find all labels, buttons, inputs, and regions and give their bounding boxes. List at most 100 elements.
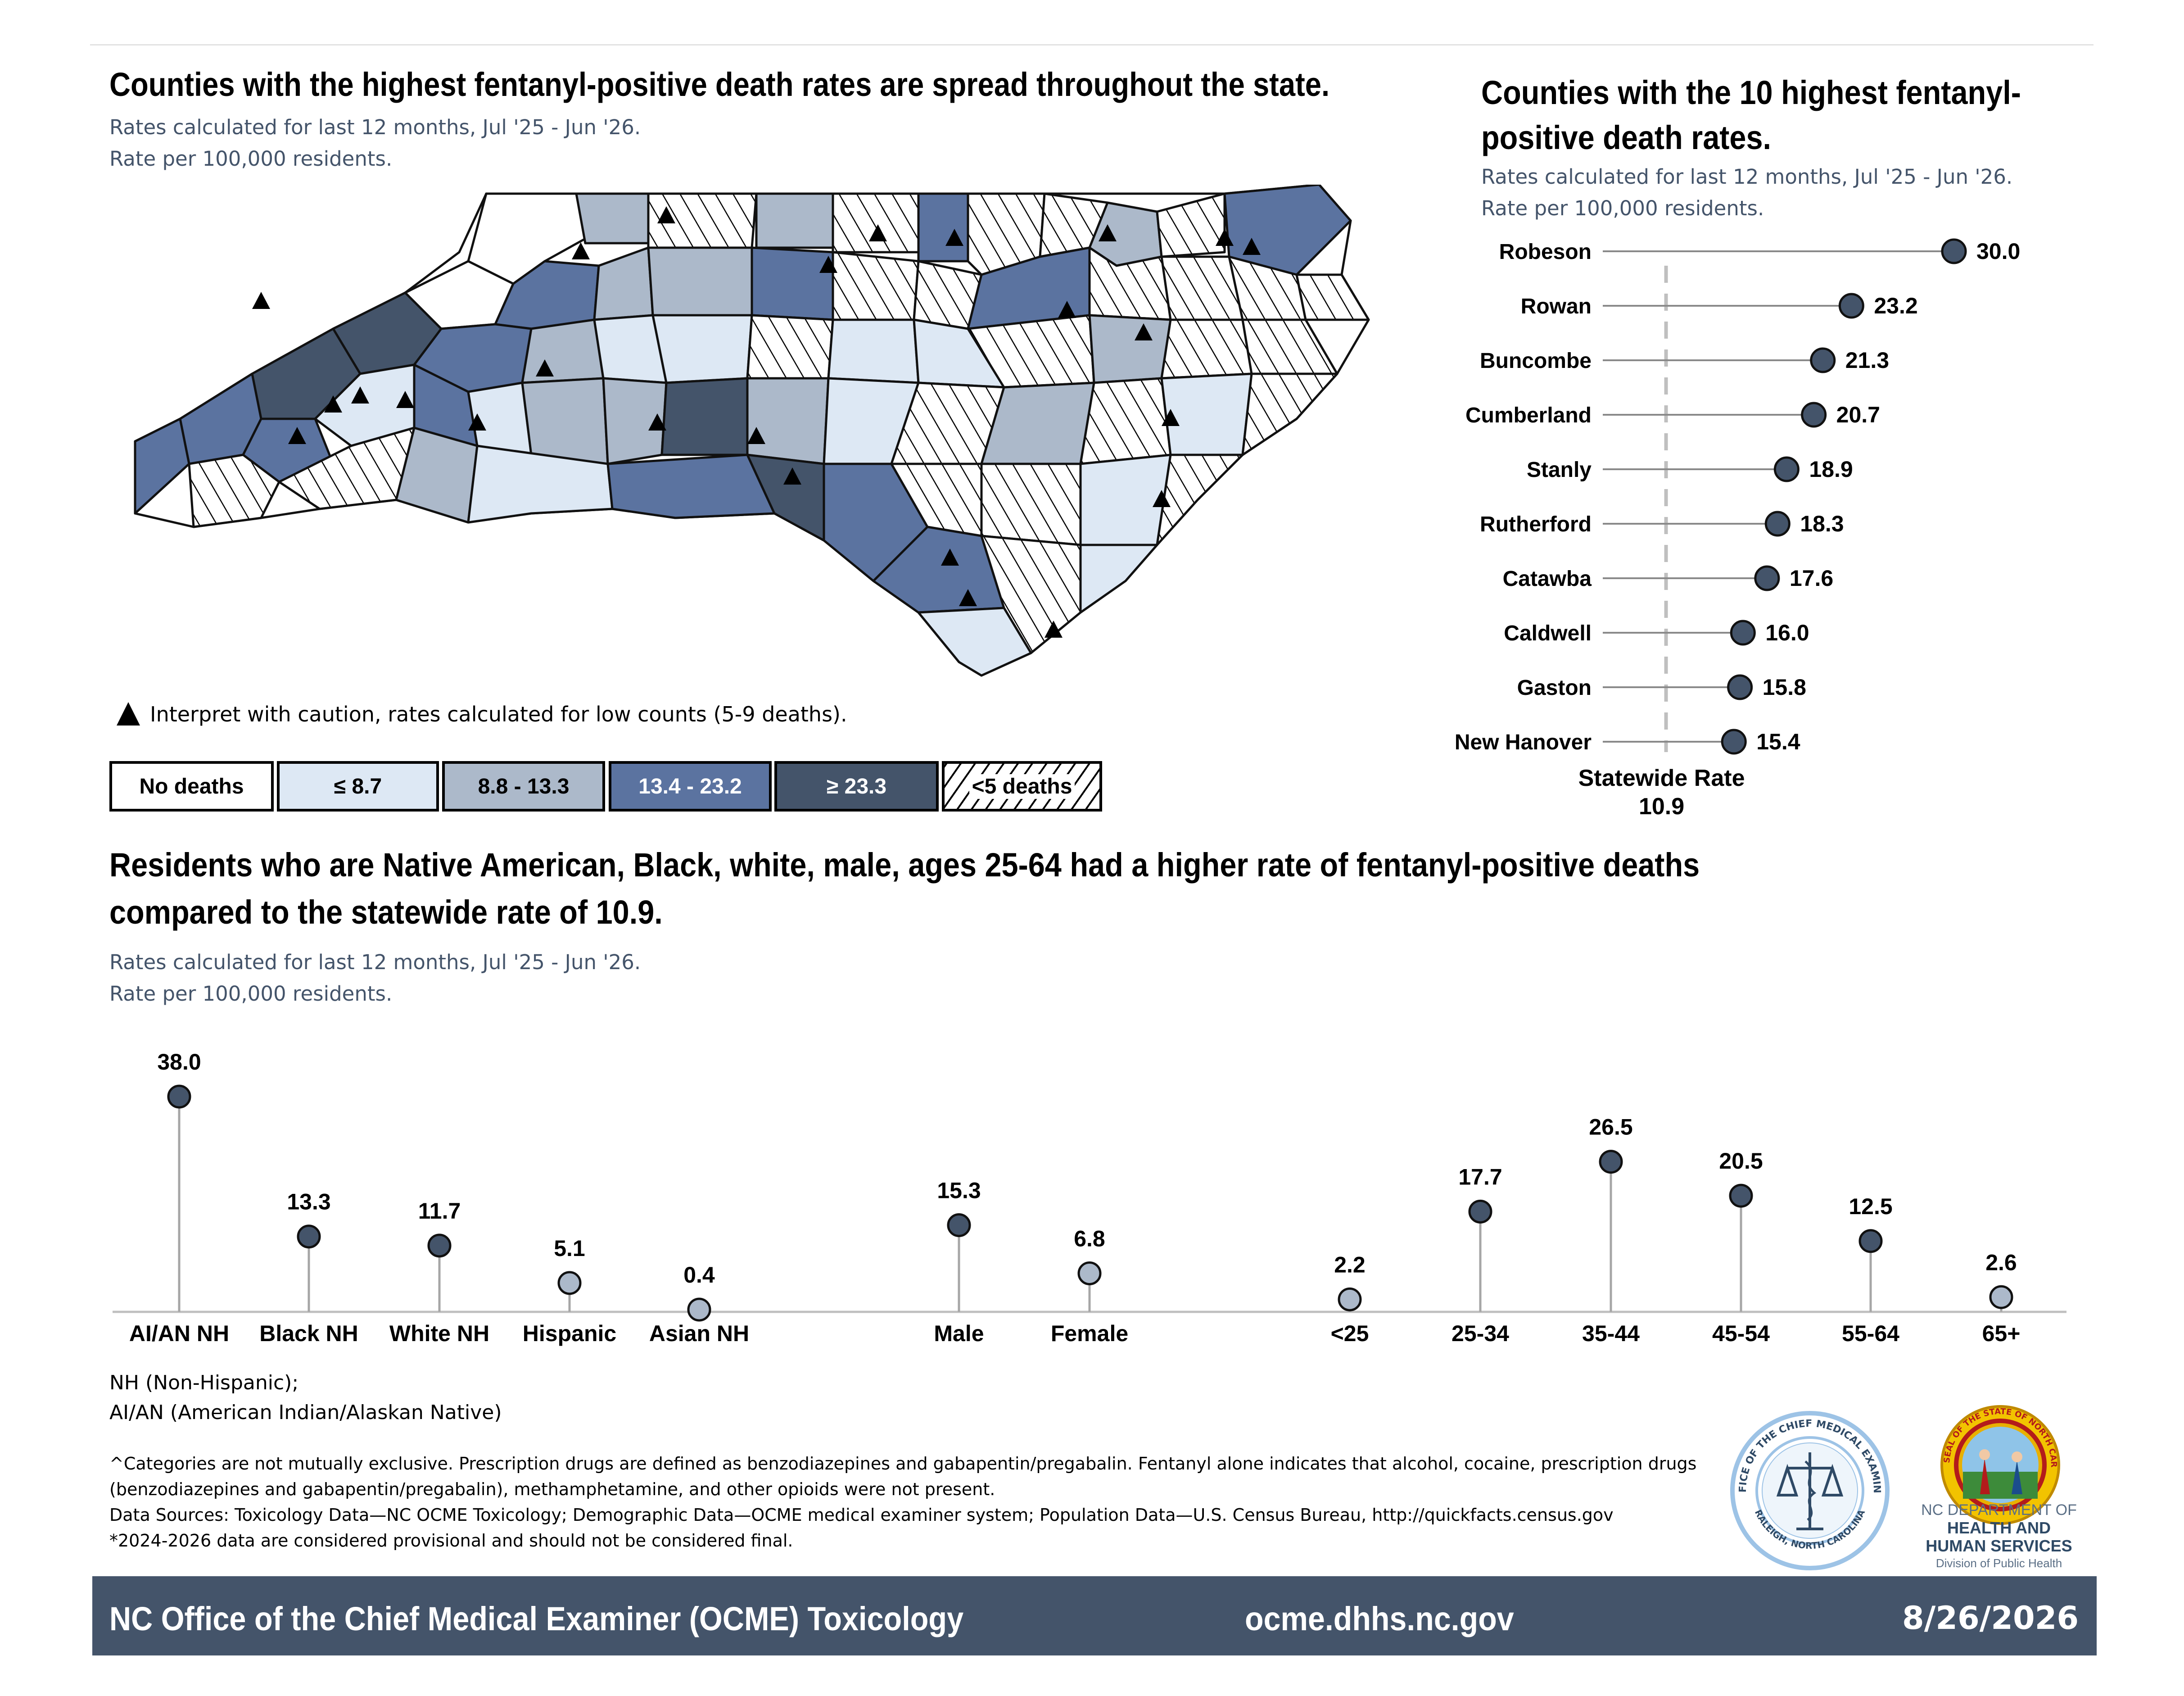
legend-item-3: 13.4 - 23.2	[609, 761, 772, 812]
county-shape	[1295, 273, 1370, 321]
top10-subtitle-period: Rates calculated for last 12 months, Jul…	[1481, 165, 2013, 189]
county-marker	[1754, 565, 1780, 591]
demo-category-label: 45-54	[1712, 1321, 1770, 1346]
county-shape	[647, 246, 753, 317]
county-shape	[575, 192, 650, 245]
map-subtitle-rate: Rate per 100,000 residents.	[109, 147, 393, 171]
county-shape	[521, 377, 609, 465]
caution-triangle-marker	[959, 589, 977, 606]
demo-marker	[427, 1233, 452, 1258]
county-label: Buncombe	[1480, 349, 1592, 373]
caution-triangle-marker	[572, 242, 590, 259]
county-value-label: 23.2	[1874, 293, 1917, 318]
legend-item-1: ≤ 8.7	[277, 761, 439, 812]
caution-triangle-marker	[324, 395, 342, 413]
caution-triangle-marker	[648, 413, 666, 431]
footer-bar: NC Office of the Chief Medical Examiner …	[92, 1576, 2097, 1655]
county-shape	[1079, 377, 1172, 465]
county-shape	[188, 453, 280, 528]
county-value-label: 18.9	[1809, 457, 1853, 482]
county-marker	[1801, 402, 1827, 428]
demo-category-label: 25-34	[1451, 1321, 1509, 1346]
demo-subtitle-rate: Rate per 100,000 residents.	[109, 982, 393, 1006]
county-shape	[467, 444, 614, 524]
county-shape	[980, 463, 1082, 546]
county-marker	[1721, 729, 1747, 755]
county-marker	[1838, 293, 1864, 319]
county-value-label: 15.4	[1756, 729, 1800, 754]
note-line4: *2024-2026 data are considered provision…	[109, 1531, 793, 1551]
demo-subtitle-period: Rates calculated for last 12 months, Jul…	[109, 950, 641, 974]
county-shape	[521, 318, 605, 384]
caution-triangle-marker	[1058, 301, 1076, 318]
statewide-rate-label: Statewide Rate	[1578, 765, 1745, 791]
demo-marker	[1077, 1261, 1102, 1285]
county-shape	[746, 314, 834, 380]
demo-category-label: Black NH	[259, 1321, 358, 1346]
demo-value-label: 15.3	[937, 1178, 981, 1203]
footer-agency: NC Office of the Chief Medical Examiner …	[109, 1600, 964, 1637]
caution-triangle-marker	[351, 386, 369, 404]
demo-value-label: 2.2	[1334, 1252, 1366, 1277]
demo-category-label: Hispanic	[523, 1321, 616, 1346]
demo-marker	[557, 1271, 582, 1295]
caution-triangle-marker	[747, 427, 765, 444]
note-aian: AI/AN (American Indian/Alaskan Native)	[109, 1401, 502, 1424]
demo-value-label: 20.5	[1719, 1148, 1763, 1174]
legend-item-0: No deaths	[109, 761, 274, 812]
footer-website-link[interactable]: ocme.dhhs.nc.gov	[1245, 1600, 1514, 1637]
top-divider	[90, 44, 2094, 45]
county-shape	[827, 318, 920, 384]
county-label: Caldwell	[1504, 621, 1592, 645]
county-marker	[1773, 456, 1800, 482]
demo-marker	[687, 1297, 711, 1322]
caution-triangle-marker	[657, 206, 675, 223]
demo-marker	[1599, 1150, 1623, 1174]
county-shape	[751, 246, 834, 321]
top10-title-line2: positive death rates.	[1481, 119, 1772, 156]
county-shape	[651, 314, 753, 384]
demo-category-label: Asian NH	[649, 1321, 749, 1346]
county-value-label: 30.0	[1976, 239, 2020, 264]
county-shape	[1156, 192, 1226, 258]
county-value-label: 17.6	[1790, 566, 1833, 591]
county-shape	[1160, 318, 1253, 380]
county-shape	[746, 377, 830, 465]
demo-marker	[167, 1084, 191, 1109]
caution-triangle-marker	[1099, 224, 1117, 241]
demo-category-label: Male	[934, 1321, 984, 1346]
caution-triangle-marker	[1216, 229, 1234, 246]
caution-triangle-marker	[1162, 409, 1180, 426]
ocme-seal-logo: OFFICE OF THE CHIEF MEDICAL EXAMINER RAL…	[1729, 1410, 1890, 1570]
county-label: Rutherford	[1480, 512, 1592, 536]
demo-value-label: 17.7	[1458, 1164, 1502, 1189]
county-marker	[1727, 674, 1753, 700]
county-label: Cumberland	[1465, 404, 1592, 427]
demo-value-label: 12.5	[1849, 1194, 1892, 1219]
demo-marker	[297, 1224, 321, 1249]
demo-category-label: 35-44	[1582, 1321, 1640, 1346]
legend-item-5: <5 deaths	[942, 761, 1102, 812]
demo-title-line2: compared to the statewide rate of 10.9.	[109, 893, 663, 931]
demo-category-label: White NH	[389, 1321, 489, 1346]
county-shape	[1088, 314, 1172, 384]
dhhs-line4: Division of Public Health	[1935, 1556, 2062, 1570]
caution-triangle-marker	[468, 413, 486, 431]
county-shape	[660, 377, 749, 456]
caution-triangle-marker	[1153, 490, 1171, 507]
caution-triangle-marker	[252, 292, 270, 309]
demo-marker	[1989, 1285, 2013, 1309]
county-value-label: 21.3	[1845, 348, 1889, 373]
dhhs-line2: HEALTH AND	[1947, 1519, 2051, 1537]
county-shape	[917, 607, 1032, 677]
caution-triangle-marker	[945, 229, 963, 246]
top10-lollipop-chart: Statewide Rate 10.9 Robeson 30.0 Rowan 23.2 Bu…	[1455, 238, 2020, 820]
map-title: Counties with the highest fentanyl-posit…	[109, 66, 1330, 103]
caution-triangle-marker	[1045, 621, 1063, 638]
caution-triangle-marker	[396, 391, 414, 408]
county-shape	[1156, 453, 1244, 546]
demo-value-label: 6.8	[1074, 1226, 1105, 1251]
county-value-label: 20.7	[1836, 402, 1880, 427]
demo-marker	[1729, 1184, 1753, 1208]
demo-marker	[1858, 1229, 1883, 1253]
